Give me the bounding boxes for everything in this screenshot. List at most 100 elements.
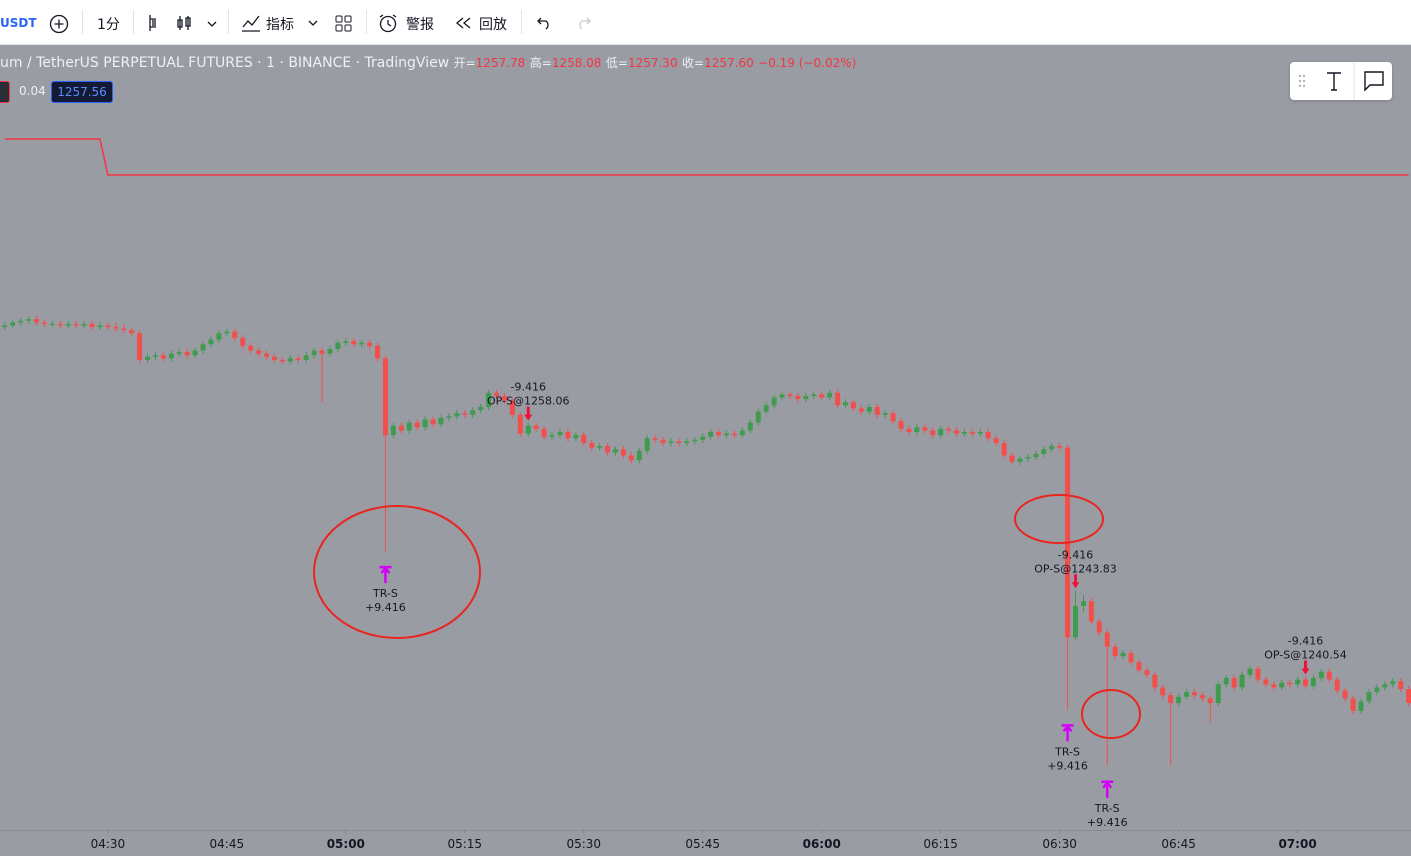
entry-pnl: -9.416 — [510, 381, 545, 394]
replay[interactable]: 回放 — [479, 17, 507, 33]
exit-pnl: +9.416 — [1087, 816, 1128, 829]
interval[interactable]: 1分 — [97, 17, 120, 33]
separator — [366, 10, 367, 34]
alerts[interactable]: 警报 — [406, 17, 434, 33]
symbol[interactable]: USDT — [0, 16, 37, 30]
candle-body — [882, 413, 888, 415]
candle-body — [1080, 601, 1086, 606]
candle-body — [382, 358, 388, 436]
candle-body — [494, 392, 500, 396]
candle-body — [1318, 671, 1324, 679]
x-tick-label: 04:45 — [210, 837, 245, 851]
candle-body — [1287, 682, 1293, 685]
redo-icon[interactable] — [574, 15, 592, 31]
candle-body — [1073, 605, 1079, 638]
candle-body — [1326, 671, 1332, 680]
candle-body — [33, 319, 39, 323]
candle-body — [390, 425, 396, 436]
candle-body — [263, 353, 269, 357]
candle-body — [65, 323, 71, 326]
candle-body — [89, 323, 95, 328]
candle-body — [985, 432, 991, 439]
candle-body — [145, 356, 151, 360]
drawn-circle[interactable] — [1014, 494, 1104, 544]
candle-body — [1057, 446, 1063, 448]
candle-body — [462, 413, 468, 415]
candle-body — [287, 358, 293, 362]
candle-body — [1350, 698, 1356, 711]
candle-body — [1295, 679, 1301, 685]
candle-body — [573, 435, 579, 439]
candle-body — [581, 435, 587, 443]
candle-body — [295, 358, 301, 360]
candle-body — [486, 392, 492, 407]
candle-body — [668, 441, 674, 443]
candle-body — [18, 320, 24, 323]
candle-body — [565, 432, 571, 439]
candle-body — [922, 427, 928, 431]
candle-body — [1342, 690, 1348, 699]
entry-pnl: -9.416 — [1058, 548, 1093, 561]
candle-body — [692, 439, 698, 442]
alert-icon[interactable] — [378, 13, 400, 35]
candle-body — [724, 433, 730, 436]
x-tick-label: 05:45 — [685, 837, 720, 851]
candle-body — [398, 425, 404, 431]
chart-type-icons[interactable] — [146, 13, 220, 33]
candle-body — [1199, 695, 1205, 699]
candle-body — [406, 422, 412, 431]
candle-body — [1096, 621, 1102, 633]
candle-body — [842, 402, 848, 406]
x-tick-label: 06:00 — [803, 837, 841, 851]
candle-body — [176, 352, 182, 354]
plot-area — [0, 45, 1411, 830]
candle-body — [1009, 455, 1015, 462]
candle-body — [779, 394, 785, 398]
candle-body — [121, 328, 127, 331]
candle-body — [731, 433, 737, 436]
candle-body — [1303, 679, 1309, 686]
candle-body — [478, 406, 484, 411]
indicators-icon[interactable] — [240, 13, 262, 33]
candle-body — [1390, 681, 1396, 685]
candle-body — [1017, 458, 1023, 462]
separator — [133, 10, 134, 34]
candle-body — [652, 438, 658, 440]
drawing-float-toolbar — [1290, 62, 1392, 100]
candle-body — [549, 435, 555, 437]
candle-body — [1152, 674, 1158, 688]
candle-body — [533, 425, 539, 429]
candle-body — [248, 345, 254, 351]
candle-body — [1041, 449, 1047, 454]
open-label: 开= — [453, 56, 476, 70]
undo-icon[interactable] — [536, 15, 554, 31]
layout-icon[interactable] — [334, 14, 354, 34]
replay-icon[interactable] — [455, 15, 473, 31]
candle-body — [969, 432, 975, 434]
close-label: 收= — [682, 56, 705, 70]
add-symbol-icon[interactable] — [49, 14, 69, 34]
candle-body — [26, 319, 32, 321]
low-label: 低= — [605, 56, 628, 70]
legend: um / TetherUS PERPETUAL FUTURES · 1 · BI… — [0, 54, 856, 71]
candle-body — [113, 327, 119, 329]
candle-body — [1382, 684, 1388, 688]
drawn-circle[interactable] — [1081, 689, 1141, 739]
entry-arrow — [1301, 660, 1310, 675]
candle-body — [1398, 681, 1404, 689]
candle-body — [351, 341, 357, 345]
candle-body — [1033, 453, 1039, 458]
x-tick-label: 04:30 — [91, 837, 126, 851]
candle-body — [1088, 601, 1094, 622]
candle-body — [1001, 442, 1007, 456]
separator — [228, 10, 229, 34]
indicators[interactable]: 指标 — [266, 17, 294, 33]
candle-body — [454, 413, 460, 417]
float-toolbar-icons[interactable] — [1290, 62, 1392, 100]
candle-body — [1374, 687, 1380, 693]
candle-body — [811, 394, 817, 396]
candle-body — [438, 417, 444, 425]
dropdown-icon[interactable] — [306, 16, 320, 30]
candle-body — [835, 392, 841, 406]
drawn-circle[interactable] — [313, 505, 481, 639]
